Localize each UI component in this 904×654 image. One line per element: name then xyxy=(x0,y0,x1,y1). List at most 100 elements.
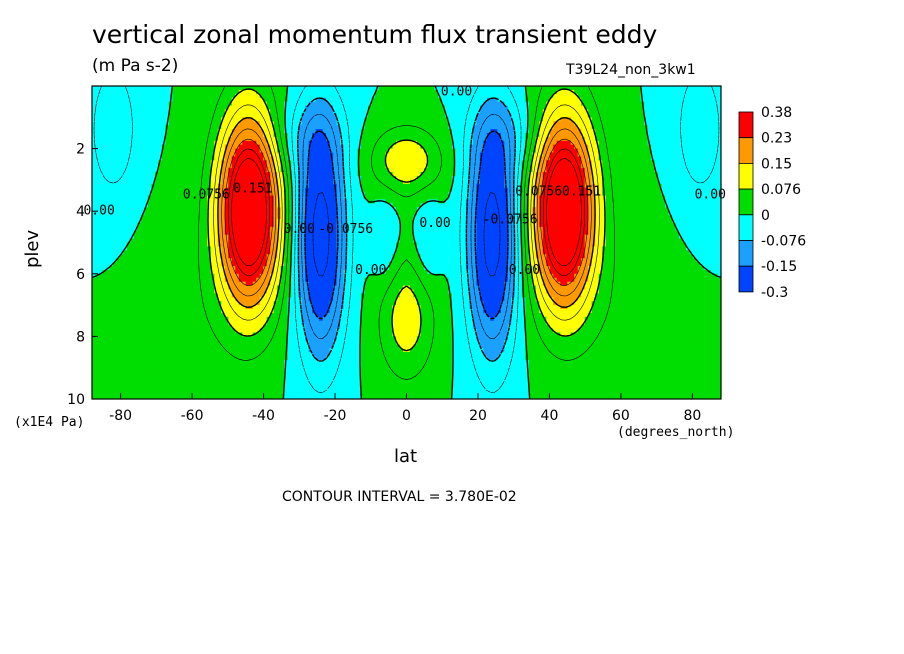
contour-cell xyxy=(301,391,306,396)
contour-cell xyxy=(196,129,201,134)
contour-cell xyxy=(158,191,163,197)
contour-cell xyxy=(151,172,156,177)
contour-cell xyxy=(245,207,250,212)
contour-cell xyxy=(165,363,170,369)
contour-cell xyxy=(193,273,198,279)
contour-cell xyxy=(119,273,125,279)
contour-cell xyxy=(231,101,236,107)
contour-cell xyxy=(151,324,156,330)
contour-cell xyxy=(273,160,278,165)
contour-cell xyxy=(109,129,114,134)
contour-cell xyxy=(172,379,177,384)
contour-cell xyxy=(221,250,226,255)
contour-cell xyxy=(182,129,187,134)
contour-cell xyxy=(105,93,111,99)
contour-cell xyxy=(298,195,303,201)
contour-cell xyxy=(231,273,236,279)
contour-cell xyxy=(98,352,104,357)
contour-cell xyxy=(259,305,264,310)
contour-cell xyxy=(182,309,187,314)
contour-cell xyxy=(308,97,313,103)
contour-cell xyxy=(165,164,170,169)
contour-cell xyxy=(259,203,264,208)
contour-cell xyxy=(277,101,282,107)
contour-cell xyxy=(235,277,240,283)
contour-cell xyxy=(144,160,149,165)
contour-cell xyxy=(130,187,135,193)
contour-cell xyxy=(200,277,205,283)
contour-cell xyxy=(263,117,268,122)
contour-cell xyxy=(249,219,254,224)
contour-cell xyxy=(252,113,257,118)
contour-cell xyxy=(224,101,229,107)
contour-cell xyxy=(105,371,111,377)
contour-cell xyxy=(172,195,177,201)
contour-cell xyxy=(231,250,236,255)
contour-cell xyxy=(242,289,247,294)
contour-cell xyxy=(147,293,152,298)
contour-cell xyxy=(277,277,282,283)
contour-cell xyxy=(235,183,240,189)
contour-cell xyxy=(203,273,208,279)
contour-cell xyxy=(207,301,212,306)
contour-cell xyxy=(291,367,296,373)
contour-cell xyxy=(189,293,194,298)
contour-cell xyxy=(186,144,191,150)
contour-cell xyxy=(168,250,173,255)
contour-cell xyxy=(105,375,111,381)
contour-cell xyxy=(224,136,229,142)
contour-cell xyxy=(116,371,121,377)
contour-cell xyxy=(133,375,139,381)
contour-cell xyxy=(221,285,226,291)
contour-cell xyxy=(301,207,306,212)
contour-cell xyxy=(287,383,292,388)
contour-cell xyxy=(165,222,170,228)
contour-cell xyxy=(277,383,282,388)
contour-cell xyxy=(165,371,170,377)
contour-cell xyxy=(228,328,233,334)
contour-cell xyxy=(259,183,264,189)
contour-cell xyxy=(189,301,194,306)
contour-cell xyxy=(144,140,149,146)
contour-cell xyxy=(305,144,310,150)
contour-cell xyxy=(235,129,240,134)
contour-cell xyxy=(95,332,100,337)
contour-cell xyxy=(112,183,118,189)
contour-cell xyxy=(172,297,177,302)
contour-cell xyxy=(291,285,296,291)
contour-cell xyxy=(109,395,114,399)
contour-cell xyxy=(168,375,173,381)
contour-cell xyxy=(112,230,118,236)
contour-cell xyxy=(140,352,146,357)
contour-cell xyxy=(186,238,191,244)
contour-cell xyxy=(168,324,173,330)
contour-cell xyxy=(273,230,278,236)
contour-cell xyxy=(270,93,275,99)
contour-cell xyxy=(112,273,118,279)
contour-cell xyxy=(266,269,271,275)
contour-cell xyxy=(231,132,236,138)
contour-cell xyxy=(137,328,142,334)
contour-cell xyxy=(172,355,177,361)
contour-cell xyxy=(200,105,205,111)
contour-cell xyxy=(242,125,247,130)
contour-cell xyxy=(161,320,166,326)
contour-cell xyxy=(105,121,111,126)
contour-cell xyxy=(266,258,271,263)
contour-cell xyxy=(231,324,236,330)
contour-cell xyxy=(92,281,97,287)
contour-cell xyxy=(140,234,146,240)
contour-cell xyxy=(193,207,198,212)
contour-cell xyxy=(102,250,107,255)
contour-cell xyxy=(221,93,226,99)
contour-cell xyxy=(116,199,121,204)
contour-cell xyxy=(123,367,128,373)
contour-cell xyxy=(116,316,121,322)
contour-cell xyxy=(154,125,159,130)
contour-cell xyxy=(126,230,132,236)
contour-cell xyxy=(172,187,177,193)
contour-cell xyxy=(193,183,198,189)
contour-cell xyxy=(196,86,201,91)
contour-cell xyxy=(182,383,187,388)
contour-cell xyxy=(123,215,128,220)
